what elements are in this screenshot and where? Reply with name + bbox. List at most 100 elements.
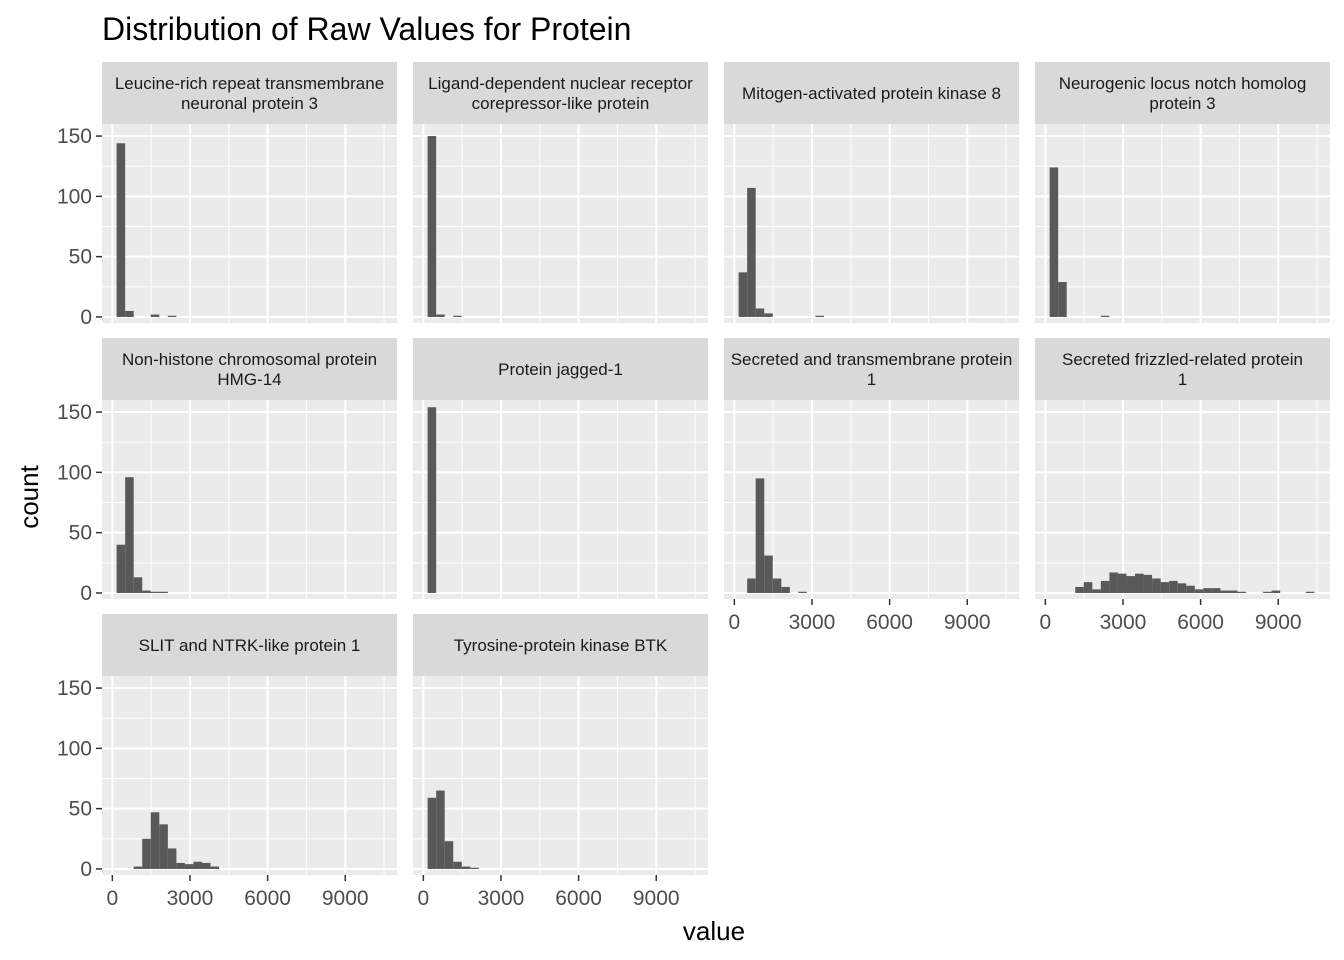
facet-strip-label: Protein jagged-1 (498, 360, 623, 379)
histogram-bar (116, 143, 126, 317)
x-tick-label: 9000 (1255, 611, 1302, 634)
y-tick-label: 150 (57, 125, 92, 148)
histogram-bar (1126, 576, 1136, 593)
histogram-bar (159, 824, 168, 869)
facet-strip-label: 1 (1178, 370, 1187, 389)
x-tick-label: 9000 (322, 887, 369, 910)
histogram-bar (202, 862, 211, 869)
histogram-bar (1152, 578, 1161, 593)
histogram-bar (210, 866, 220, 869)
facet-strip-label: HMG-14 (217, 370, 281, 389)
histogram-bar (1117, 573, 1127, 593)
histogram-bar (150, 591, 160, 593)
x-tick-label: 0 (107, 887, 119, 910)
histogram-bar (150, 812, 160, 869)
histogram-bar (167, 315, 177, 317)
histogram-bar (133, 866, 143, 869)
facet-panel: Leucine-rich repeat transmembraneneurona… (102, 62, 397, 323)
facet-strip-label: Neurogenic locus notch homolog (1059, 74, 1307, 93)
y-tick-label: 100 (57, 737, 92, 760)
facet-strip-label: SLIT and NTRK-like protein 1 (139, 636, 361, 655)
facet-panel-background (724, 124, 1019, 323)
x-tick-label: 6000 (866, 611, 913, 634)
facet-strip (102, 614, 397, 676)
facet-panel-background (102, 400, 397, 599)
histogram-bar (1100, 315, 1110, 317)
histogram-bar (755, 308, 765, 317)
y-tick-label: 150 (57, 677, 92, 700)
histogram-bar (781, 586, 790, 593)
histogram-bar (1220, 590, 1229, 593)
y-tick-label: 0 (80, 858, 92, 881)
y-tick-label: 150 (57, 401, 92, 424)
histogram-bar (159, 591, 168, 593)
histogram-bar (453, 315, 462, 317)
histogram-bar (470, 867, 479, 869)
facet-strip (413, 62, 708, 124)
histogram-bar (1194, 589, 1204, 593)
histogram-bar (1203, 588, 1212, 593)
x-tick-label: 3000 (789, 611, 836, 634)
y-tick-label: 50 (69, 246, 92, 269)
histogram-bar (1143, 574, 1153, 593)
histogram-bar (1049, 167, 1059, 317)
x-tick-label: 0 (418, 887, 430, 910)
histogram-bar (1228, 590, 1238, 593)
facet-strip-label: Tyrosine-protein kinase BTK (454, 636, 668, 655)
histogram-bar (444, 841, 454, 869)
facet-panel-background (413, 124, 708, 323)
x-tick-label: 9000 (633, 887, 680, 910)
histogram-bar (1186, 585, 1195, 593)
chart-title: Distribution of Raw Values for Protein (102, 11, 631, 47)
facet-strip (1035, 338, 1330, 400)
histogram-bar (427, 407, 437, 593)
y-tick-label: 100 (57, 461, 92, 484)
histogram-bar (142, 838, 151, 869)
histogram-bar (167, 848, 177, 869)
histogram-bar (453, 861, 462, 869)
histogram-bar (142, 590, 151, 593)
y-tick-label: 0 (80, 582, 92, 605)
facet-strip (102, 338, 397, 400)
histogram-bar (764, 555, 773, 593)
y-axes: 0 50 100 150 0 50 100 150 0 50 100 150 (57, 125, 102, 881)
histogram-bar (133, 577, 143, 593)
facet-strip-label: Secreted and transmembrane protein (731, 350, 1013, 369)
histogram-bar (1109, 572, 1118, 593)
facet-strip-label: corepressor-like protein (472, 94, 650, 113)
histogram-bar (150, 314, 160, 317)
histogram-bar (427, 797, 437, 869)
histogram-bar (184, 864, 194, 869)
facet-strip (413, 338, 708, 400)
histogram-bar (116, 544, 126, 593)
histogram-bar (1271, 590, 1281, 593)
histogram-bar (436, 790, 445, 869)
histogram-bar (1211, 588, 1221, 593)
histogram-bar (755, 478, 765, 593)
x-tick-label: 0 (1040, 611, 1052, 634)
histogram-bar (1075, 586, 1084, 593)
facet-panel-background (413, 676, 708, 875)
x-tick-label: 3000 (167, 887, 214, 910)
facet-strip (724, 338, 1019, 400)
facet-strip-label: Non-histone chromosomal protein (122, 350, 377, 369)
facet-panel-background (102, 124, 397, 323)
histogram-bar (738, 272, 748, 317)
facet-strip (102, 62, 397, 124)
histogram-bar (1237, 591, 1247, 593)
histogram-bar (1092, 589, 1101, 593)
histogram-bar (815, 315, 825, 317)
histogram-bar (1083, 582, 1093, 593)
y-tick-label: 50 (69, 522, 92, 545)
facet-strip-label: protein 3 (1149, 94, 1215, 113)
y-tick-label: 50 (69, 798, 92, 821)
histogram-bar (193, 861, 203, 869)
histogram-bar (1169, 580, 1178, 593)
y-tick-label: 100 (57, 185, 92, 208)
histogram-bar (1177, 583, 1187, 593)
facet-panel-background (1035, 400, 1330, 599)
x-tick-label: 3000 (478, 887, 525, 910)
